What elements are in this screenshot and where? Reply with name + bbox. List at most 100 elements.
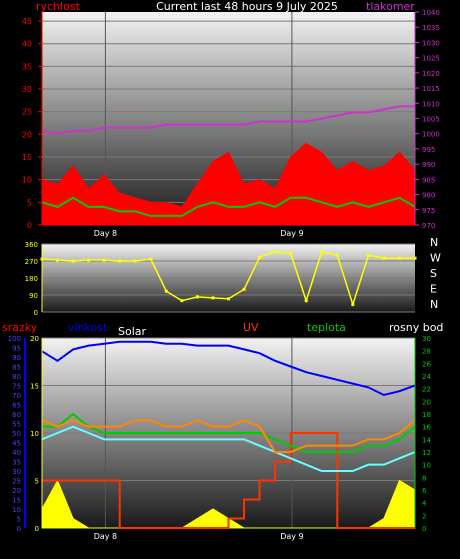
x-tick-label: Day 8 bbox=[94, 229, 117, 238]
x-tick-label: Day 8 bbox=[94, 532, 117, 541]
series-wind-area bbox=[41, 142, 416, 226]
chart3-humidity-tick-label: 80 bbox=[12, 373, 21, 381]
chart3-temp-tick-label: 8 bbox=[422, 474, 426, 482]
chart3-temp-tick-label: 16 bbox=[422, 424, 431, 432]
chart3-temp-tick-label: 6 bbox=[422, 487, 427, 495]
chart3-humidity-tick-label: 40 bbox=[12, 449, 21, 457]
chart1-left-tick-label: 0 bbox=[27, 221, 32, 230]
chart3-label-solar: Solar bbox=[118, 325, 147, 338]
chart3-ticks: 0510152025303540455055606570758085909510… bbox=[8, 335, 432, 541]
chart3-label-temperature: teplota bbox=[307, 321, 346, 334]
chart3-temp-tick-label: 20 bbox=[422, 398, 431, 406]
chart1-right-tick-label: 1025 bbox=[422, 55, 440, 63]
compass-label: N bbox=[430, 298, 438, 311]
series-pressure-line bbox=[41, 105, 415, 135]
chart3-label-rain: srazky bbox=[2, 321, 38, 334]
chart3-humidity-tick-label: 45 bbox=[12, 440, 21, 448]
chart2-tick-label: 90 bbox=[29, 292, 38, 300]
series-direction-line bbox=[41, 250, 415, 307]
compass-label: S bbox=[430, 267, 437, 280]
chart3-humidity-tick-label: 55 bbox=[12, 421, 21, 429]
chart1-left-tick-label: 10 bbox=[22, 176, 32, 185]
chart1-right-tick-label: 995 bbox=[422, 146, 435, 154]
chart2-grid bbox=[42, 243, 415, 313]
chart1-ticks: 0510152025303540459709759809859909951000… bbox=[22, 9, 440, 238]
chart2-tick-label: 180 bbox=[25, 275, 38, 283]
series-humidity-line bbox=[41, 340, 416, 397]
chart1-right-tick-label: 985 bbox=[422, 176, 435, 184]
chart1-left-tick-label: 15 bbox=[22, 153, 32, 162]
chart2-tick-label: 270 bbox=[25, 258, 38, 266]
chart3-solar-tick-label: 15 bbox=[30, 383, 39, 391]
chart3-label-dewpoint: rosny bod bbox=[389, 321, 443, 334]
chart3-temp-tick-label: 30 bbox=[422, 335, 431, 343]
chart3-solar-tick-label: 10 bbox=[30, 430, 39, 438]
chart3-temp-tick-label: 2 bbox=[422, 512, 426, 520]
chart3-temp-tick-label: 24 bbox=[422, 373, 431, 381]
chart3-humidity-tick-label: 50 bbox=[12, 430, 21, 438]
chart3-temp-tick-label: 28 bbox=[422, 348, 431, 356]
chart1-left-tick-label: 25 bbox=[22, 108, 32, 117]
chart3-temp-tick-label: 0 bbox=[422, 525, 426, 533]
chart3-temp-tick-label: 14 bbox=[422, 436, 431, 444]
chart3-temp-tick-label: 4 bbox=[422, 500, 427, 508]
chart3-humidity-tick-label: 70 bbox=[12, 392, 21, 400]
chart3-humidity-tick-label: 15 bbox=[12, 497, 21, 505]
chart2-tick-label: 0 bbox=[34, 309, 38, 317]
x-tick-label: Day 9 bbox=[280, 532, 303, 541]
chart1-right-tick-label: 975 bbox=[422, 207, 435, 215]
chart1-right-tick-label: 970 bbox=[422, 222, 435, 230]
chart2-marks bbox=[40, 250, 417, 307]
chart3-temp-tick-label: 18 bbox=[422, 411, 431, 419]
chart3-humidity-tick-label: 25 bbox=[12, 478, 21, 486]
chart3-humidity-tick-label: 100 bbox=[8, 335, 21, 343]
chart3-humidity-tick-label: 0 bbox=[17, 525, 21, 533]
chart3-humidity-tick-label: 60 bbox=[12, 411, 21, 419]
chart1-left-tick-label: 30 bbox=[22, 85, 32, 94]
series-temperature-line bbox=[42, 412, 416, 453]
chart3-humidity-tick-label: 75 bbox=[12, 383, 21, 391]
chart3-solar-tick-label: 0 bbox=[35, 525, 39, 533]
chart3-label-humidity: vlhkost bbox=[68, 321, 108, 334]
chart1-right-tick-label: 1015 bbox=[422, 85, 440, 93]
chart3-humidity-tick-label: 35 bbox=[12, 459, 21, 467]
chart3-temp-tick-label: 10 bbox=[422, 462, 431, 470]
series-dewpoint-line bbox=[41, 425, 416, 472]
chart1-right-tick-label: 1010 bbox=[422, 100, 440, 108]
chart1-right-tick-label: 1030 bbox=[422, 39, 440, 47]
chart3-humidity-tick-label: 10 bbox=[12, 506, 21, 514]
chart1-marks bbox=[41, 105, 416, 226]
chart3-humidity-tick-label: 30 bbox=[12, 468, 21, 476]
chart1-left-tick-label: 40 bbox=[22, 40, 32, 49]
chart1-left-tick-label: 5 bbox=[27, 198, 32, 207]
chart2-tick-label: 360 bbox=[25, 241, 38, 249]
chart3-temp-tick-label: 22 bbox=[422, 386, 431, 394]
series-gust-line bbox=[41, 196, 416, 217]
compass-label: E bbox=[430, 283, 437, 296]
chart3-humidity-tick-label: 5 bbox=[17, 516, 21, 524]
chart3-solar-tick-label: 20 bbox=[30, 335, 39, 343]
chart3-temp-tick-label: 26 bbox=[422, 360, 431, 368]
chart1-right-tick-label: 980 bbox=[422, 192, 435, 200]
chart3-humidity-tick-label: 20 bbox=[12, 487, 21, 495]
chart3-humidity-tick-label: 95 bbox=[12, 345, 21, 353]
series-uv-line bbox=[42, 432, 415, 529]
chart1-right-tick-label: 1005 bbox=[422, 116, 440, 124]
chart3-humidity-tick-label: 90 bbox=[12, 354, 21, 362]
chart1-ylabel-right: tlakomer bbox=[366, 0, 415, 13]
chart3-temp-tick-label: 12 bbox=[422, 449, 431, 457]
series-indoor-line bbox=[41, 419, 416, 453]
chart3-humidity-tick-label: 65 bbox=[12, 402, 21, 410]
chart3-humidity-tick-label: 85 bbox=[12, 364, 21, 372]
chart1-left-tick-label: 45 bbox=[22, 17, 32, 26]
chart3-label-uv: UV bbox=[243, 321, 259, 334]
chart1-right-tick-label: 1020 bbox=[422, 70, 440, 78]
compass-label: W bbox=[430, 252, 441, 265]
x-tick-label: Day 9 bbox=[280, 229, 303, 238]
chart3-marks bbox=[41, 340, 416, 529]
chart1-right-tick-label: 1040 bbox=[422, 9, 440, 17]
chart1-right-tick-label: 990 bbox=[422, 161, 435, 169]
